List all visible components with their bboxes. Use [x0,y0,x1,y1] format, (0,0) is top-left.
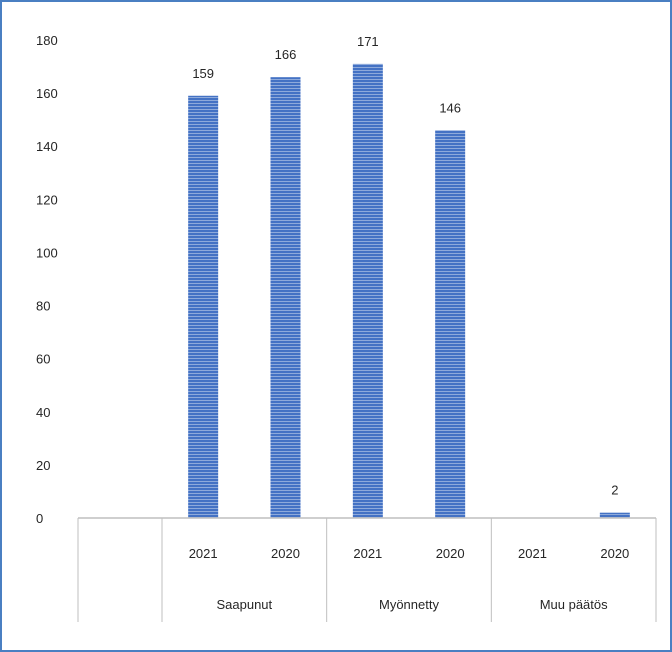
x-axis-category-labels: 2021 2020 2021 2020 2021 2020 [189,546,630,561]
data-labels: 159 166 171 146 2 [192,34,618,498]
category-label: 2020 [271,546,300,561]
y-tick-label: 80 [36,299,50,314]
bar [270,77,301,518]
y-tick-label: 0 [36,511,43,526]
bar [188,95,219,519]
data-label: 159 [192,66,214,81]
category-label: 2020 [600,546,629,561]
category-label: 2020 [436,546,465,561]
y-tick-label: 20 [36,458,50,473]
bar [599,512,630,518]
bar [352,63,383,519]
bars [188,63,630,519]
y-axis-tick-labels: 0 20 40 60 80 100 120 140 160 180 [36,33,58,526]
y-tick-label: 120 [36,192,58,207]
category-label: 2021 [518,546,547,561]
group-label: Myönnetty [379,597,439,612]
data-label: 2 [611,483,618,498]
bar [435,130,466,519]
y-tick-label: 40 [36,405,50,420]
category-label: 2021 [353,546,382,561]
group-label: Muu päätös [540,597,608,612]
data-label: 146 [439,100,461,115]
group-label: Saapunut [216,597,272,612]
y-tick-label: 100 [36,245,58,260]
y-tick-label: 160 [36,86,58,101]
data-label: 171 [357,34,379,49]
y-tick-label: 60 [36,352,50,367]
x-axis-group-labels: Saapunut Myönnetty Muu päätös [216,597,608,612]
y-tick-label: 180 [36,33,58,48]
y-tick-label: 140 [36,139,58,154]
x-axis [77,517,657,622]
data-label: 166 [275,47,297,62]
category-label: 2021 [189,546,218,561]
